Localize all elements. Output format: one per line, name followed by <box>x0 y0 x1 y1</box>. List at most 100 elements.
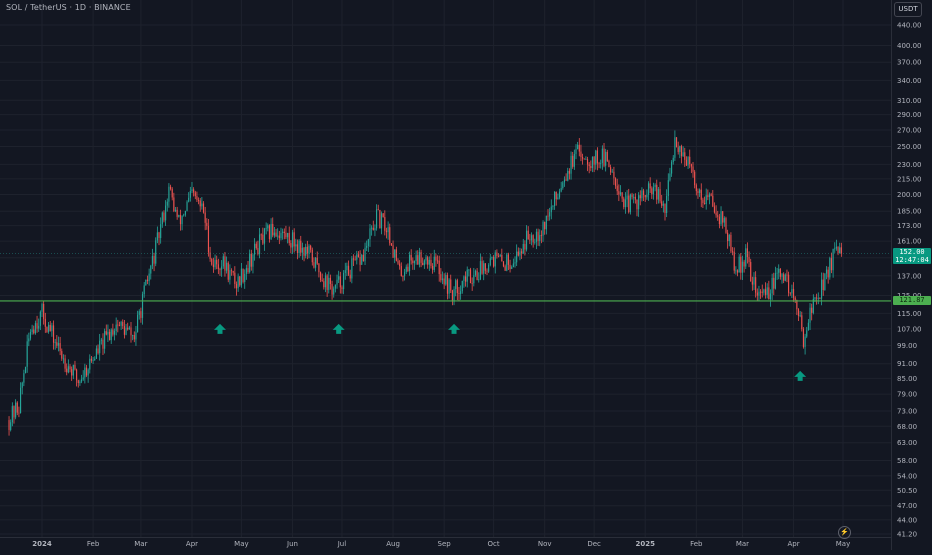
candle-body <box>275 232 277 237</box>
currency-button[interactable]: USDT <box>894 2 922 17</box>
candle-body <box>603 148 605 166</box>
candle-body <box>410 254 412 261</box>
candle-body <box>840 247 842 254</box>
candle-body <box>557 197 559 200</box>
candle-body <box>491 256 493 259</box>
x-tick-label: Oct <box>488 540 500 548</box>
candle-body <box>54 342 56 344</box>
candle-body <box>761 291 763 293</box>
candle-body <box>540 235 542 236</box>
candle-body <box>156 232 158 241</box>
candle-body <box>524 243 526 250</box>
candle-body <box>48 324 50 332</box>
candle-body <box>534 241 536 243</box>
candle-body <box>738 256 740 273</box>
candle-body <box>529 239 531 241</box>
support-level-badge: 121.87 <box>893 296 931 306</box>
candle-body <box>71 369 73 376</box>
candle-body <box>217 264 219 270</box>
candle-body <box>586 159 589 165</box>
candle-body <box>605 151 607 166</box>
candle-body <box>432 265 434 270</box>
candle-body <box>560 188 562 192</box>
x-tick-label: Sep <box>438 540 452 548</box>
candle-body <box>145 279 147 286</box>
candle-body <box>400 266 402 277</box>
candle-body <box>367 239 369 246</box>
candle-body <box>567 170 569 181</box>
candle-body <box>717 215 719 217</box>
candle-body <box>740 256 742 273</box>
candle-body <box>125 327 127 335</box>
candle-body <box>310 245 312 250</box>
candle-body <box>741 261 744 273</box>
candle-body <box>802 329 805 347</box>
candle-body <box>766 287 768 295</box>
candle-body <box>829 258 831 278</box>
price-axis: 440.00 400.00 370.00 340.00 310.00 290.00 270.… <box>891 0 932 550</box>
candle-body <box>151 256 154 266</box>
candle-body <box>753 277 755 285</box>
candle-body <box>824 273 826 290</box>
candle-body <box>301 247 303 253</box>
candle-body <box>555 191 557 200</box>
candle-body <box>626 195 628 200</box>
candle-body <box>525 230 528 250</box>
candle-body <box>254 243 256 255</box>
candle-body <box>692 166 694 172</box>
candle-body <box>57 343 60 346</box>
y-tick-label: 47.00 <box>897 502 917 510</box>
candle-body <box>621 192 623 199</box>
candle-body <box>453 288 455 302</box>
candle-body <box>300 240 302 253</box>
candle-body <box>727 232 729 242</box>
y-tick-label: 125.00 <box>897 292 922 300</box>
bar-countdown: 12:47:04 <box>895 256 929 265</box>
candle-body <box>138 311 140 315</box>
up-arrow-icon <box>794 370 807 381</box>
candle-body <box>87 369 89 376</box>
candle-body <box>456 280 458 294</box>
candle-body <box>751 281 753 285</box>
candle-body <box>29 331 32 339</box>
candle-body <box>72 364 74 376</box>
candle-body <box>530 235 533 241</box>
candle-body <box>377 209 379 211</box>
candle-body <box>558 191 561 198</box>
candle-body <box>67 366 69 373</box>
candle-body <box>242 268 244 282</box>
candle-body <box>642 190 645 196</box>
candle-body <box>703 202 706 205</box>
candle-body <box>130 327 132 336</box>
candle-body <box>399 263 401 267</box>
candle-body <box>234 272 236 284</box>
candle-body <box>628 195 630 213</box>
candle-body <box>532 235 534 243</box>
candle-body <box>384 217 386 231</box>
candle-body <box>674 137 676 158</box>
candle-body <box>8 420 10 430</box>
candle-body <box>835 246 837 249</box>
candle-body <box>497 256 500 257</box>
lightning-icon[interactable]: ⚡ <box>838 526 851 539</box>
candle-body <box>311 249 313 263</box>
candle-body <box>667 180 669 197</box>
candle-body <box>366 245 368 248</box>
candle-body <box>666 196 668 214</box>
candle-body <box>502 261 505 267</box>
candle-body <box>176 209 178 217</box>
y-tick-label: 270.00 <box>897 126 922 134</box>
candle-body <box>535 231 538 242</box>
candle-body <box>619 192 622 195</box>
candle-body <box>26 341 28 367</box>
candle-body <box>41 304 43 312</box>
y-tick-label: 400.00 <box>897 42 922 50</box>
candle-body <box>817 298 819 299</box>
candle-body <box>707 195 709 198</box>
candle-body <box>38 325 40 329</box>
candle-body <box>610 167 612 173</box>
candle-body <box>570 155 572 174</box>
candle-body <box>708 194 711 198</box>
